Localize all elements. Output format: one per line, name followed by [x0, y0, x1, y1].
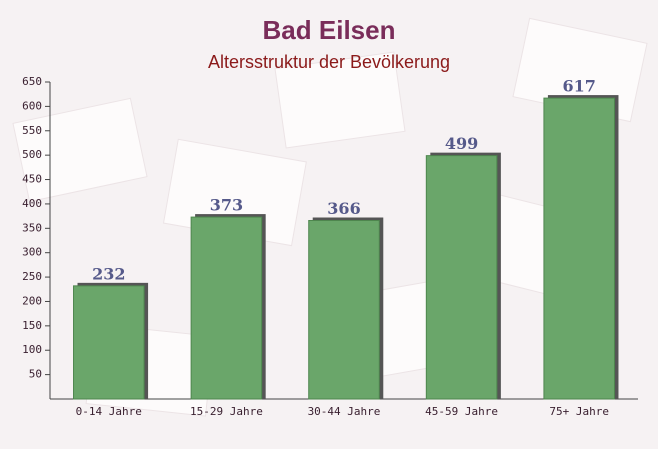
- value-label: 617: [562, 77, 595, 96]
- chart-subtitle: Altersstruktur der Bevölkerung: [208, 52, 450, 72]
- bar: [190, 216, 263, 400]
- value-label: 499: [445, 134, 478, 153]
- bar: [425, 155, 498, 400]
- bar: [73, 285, 145, 400]
- y-tick-label: 150: [22, 319, 42, 332]
- bar: [543, 97, 615, 400]
- y-tick-label: 300: [22, 246, 42, 259]
- x-tick-label: 15-29 Jahre: [190, 405, 263, 418]
- y-tick-label: 200: [22, 294, 42, 307]
- value-label: 373: [210, 196, 243, 215]
- value-label: 366: [327, 199, 360, 218]
- y-tick-label: 450: [22, 173, 42, 186]
- chart-title: Bad Eilsen: [263, 15, 396, 45]
- x-tick-label: 45-59 Jahre: [425, 405, 498, 418]
- y-tick-label: 100: [22, 343, 42, 356]
- y-tick-label: 250: [22, 270, 42, 283]
- x-tick-label: 75+ Jahre: [549, 405, 609, 418]
- y-tick-label: 350: [22, 221, 42, 234]
- bar: [308, 220, 380, 400]
- y-tick-label: 500: [22, 148, 42, 161]
- y-tick-label: 50: [29, 368, 42, 381]
- x-tick-label: 0-14 Jahre: [76, 405, 142, 418]
- y-tick-label: 400: [22, 197, 42, 210]
- x-tick-label: 30-44 Jahre: [308, 405, 381, 418]
- y-tick-label: 600: [22, 99, 42, 112]
- y-tick-label: 550: [22, 124, 42, 137]
- y-tick-label: 650: [22, 75, 42, 88]
- value-label: 232: [92, 264, 125, 283]
